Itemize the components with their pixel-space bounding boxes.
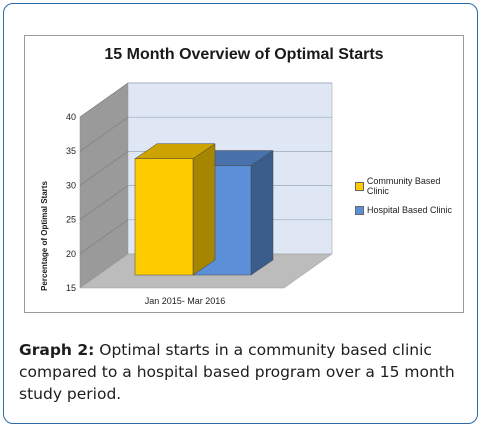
- bar-front: [134, 158, 194, 276]
- bar-side: [192, 143, 216, 276]
- legend-item-community: Community Based Clinic: [355, 176, 463, 196]
- gridline-side: [79, 219, 129, 255]
- chart-plot: 15 20 25 30 35 40 Jan 2015- Mar 2016 Percenta…: [40, 82, 333, 306]
- legend-swatch-hospital: [355, 205, 364, 215]
- gridline-side: [79, 185, 129, 220]
- figure-frame: 15 Month Overview of Optimal Starts 15 20…: [3, 3, 478, 424]
- chart-title: 15 Month Overview of Optimal Starts: [104, 46, 384, 63]
- y-tick-label: 20: [66, 249, 76, 259]
- gridline-side: [79, 116, 129, 152]
- y-tick-label: 25: [66, 215, 76, 225]
- chart-legend: Community Based Clinic Hospital Based Cl…: [355, 176, 463, 224]
- y-tick-label: 30: [66, 180, 76, 190]
- y-tick-label: 35: [66, 146, 76, 156]
- side-wall: [79, 82, 129, 289]
- legend-item-hospital: Hospital Based Clinic: [355, 205, 463, 215]
- caption-text: Optimal starts in a community based clin…: [19, 341, 455, 403]
- gridline-side: [79, 151, 129, 186]
- figure-caption: Graph 2: Optimal starts in a community b…: [19, 339, 469, 405]
- legend-label-hospital: Hospital Based Clinic: [367, 205, 453, 215]
- bar-side: [250, 150, 274, 276]
- bar-community: [134, 143, 216, 276]
- gridline-side: [79, 82, 129, 118]
- x-tick-label: Jan 2015- Mar 2016: [145, 296, 226, 306]
- y-tick-label: 15: [66, 283, 76, 293]
- chart-area: 15 Month Overview of Optimal Starts 15 20…: [24, 35, 464, 313]
- caption-label: Graph 2:: [19, 341, 95, 359]
- legend-label-community: Community Based Clinic: [366, 176, 441, 196]
- y-tick-label: 40: [66, 112, 76, 122]
- legend-swatch-community: [355, 181, 364, 191]
- y-axis-label: Percentage of Optimal Starts: [40, 181, 49, 291]
